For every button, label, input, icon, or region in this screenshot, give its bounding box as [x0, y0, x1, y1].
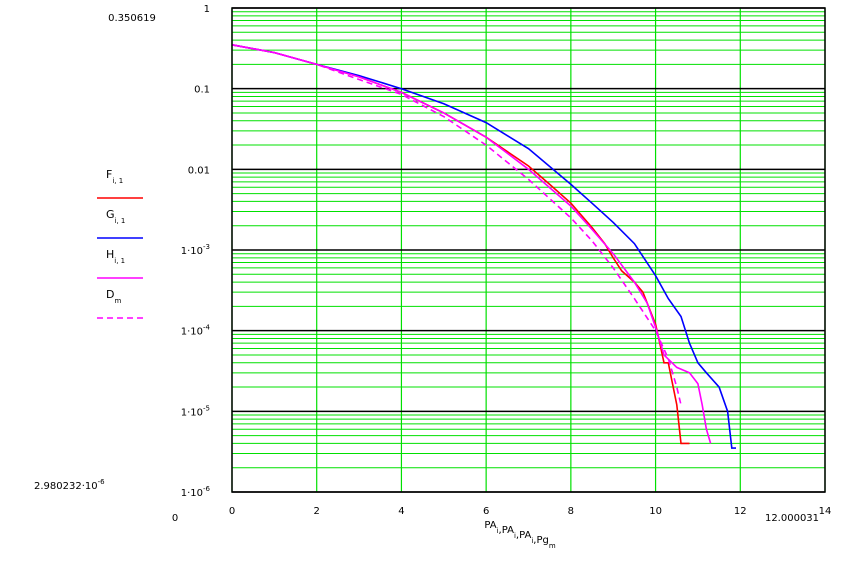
y-tick-labels: 1 0.1 0.01 1·10-3 1·10-4 1·10-5 1·10-6 [181, 4, 211, 499]
series-line-4 [231, 44, 682, 406]
y-tick-label: 0.01 [188, 165, 210, 176]
y-tick-label: 1·10-5 [181, 404, 210, 418]
x-tick-label: 10 [649, 506, 662, 517]
x-tick-labels: 0 2 4 6 8 10 12 14 [229, 506, 832, 517]
plot-frame [231, 7, 826, 493]
x-tick-label: 4 [398, 506, 404, 517]
x-tick-label: 2 [314, 506, 320, 517]
x-tick-label: 12 [734, 506, 747, 517]
y-tick-label: 1 [204, 4, 210, 15]
y-top-corner-label: 0.350619 [108, 13, 156, 24]
x-tick-label: 6 [483, 506, 489, 517]
x-tick-label: 0 [229, 506, 235, 517]
legend-label: Gi, 1 [106, 208, 125, 225]
legend-label: Fi, 1 [106, 168, 123, 185]
legend: Fi, 1 Gi, 1 Hi, 1 Dm [97, 168, 143, 319]
grid [231, 7, 826, 493]
series-line-3 [231, 44, 712, 444]
legend-label: Dm [106, 288, 121, 305]
y-tick-label: 1·10-4 [181, 324, 211, 338]
x-right-corner-label: 12.000031 [765, 513, 819, 524]
x-tick-label: 14 [819, 506, 832, 517]
y-tick-label: 0.1 [194, 85, 210, 96]
series-line-2 [231, 44, 736, 449]
x-tick-label: 8 [568, 506, 574, 517]
x-axis-label: PAi,PAi,PAi,Pgm [484, 520, 556, 550]
y-tick-label: 1·10-6 [181, 485, 211, 499]
legend-label: Hi, 1 [106, 248, 125, 265]
y-bottom-corner-label: 2.980232·10-6 [34, 478, 105, 492]
y-tick-label: 1·10-3 [181, 243, 210, 257]
x-left-corner-label: 0 [172, 513, 178, 524]
series-line-1 [231, 44, 690, 445]
series-group [231, 44, 736, 449]
